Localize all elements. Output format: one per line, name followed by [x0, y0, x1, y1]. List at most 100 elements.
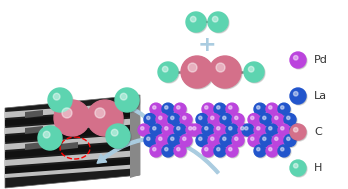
Circle shape [240, 127, 244, 130]
Circle shape [174, 145, 186, 157]
Circle shape [165, 127, 168, 130]
Circle shape [144, 114, 156, 125]
Circle shape [220, 114, 232, 125]
Circle shape [215, 125, 227, 137]
Circle shape [183, 137, 186, 140]
Circle shape [186, 124, 198, 136]
Circle shape [54, 100, 90, 136]
Circle shape [291, 89, 307, 105]
Circle shape [190, 16, 196, 22]
Circle shape [208, 114, 220, 125]
Polygon shape [5, 150, 140, 166]
Circle shape [145, 136, 157, 147]
Circle shape [158, 62, 178, 82]
Circle shape [153, 127, 156, 130]
Circle shape [197, 136, 209, 147]
Circle shape [221, 115, 233, 127]
Circle shape [150, 124, 162, 136]
Circle shape [290, 88, 306, 104]
Circle shape [175, 146, 187, 158]
Circle shape [180, 114, 192, 125]
Polygon shape [60, 110, 78, 118]
Circle shape [248, 114, 260, 125]
Circle shape [189, 127, 192, 130]
Circle shape [275, 137, 278, 140]
Circle shape [214, 145, 226, 157]
Polygon shape [5, 110, 140, 126]
Circle shape [272, 114, 284, 125]
Circle shape [263, 116, 266, 120]
Circle shape [39, 127, 63, 151]
Circle shape [202, 124, 214, 136]
Circle shape [141, 127, 144, 130]
Circle shape [116, 89, 140, 113]
Circle shape [188, 63, 197, 72]
Text: Pd: Pd [314, 55, 328, 65]
Circle shape [242, 124, 254, 136]
Circle shape [53, 93, 60, 100]
Circle shape [153, 148, 156, 151]
Circle shape [165, 148, 168, 151]
Circle shape [280, 148, 284, 151]
Circle shape [139, 125, 151, 137]
Circle shape [202, 145, 214, 157]
Circle shape [169, 115, 181, 127]
Circle shape [212, 16, 218, 22]
Circle shape [88, 101, 124, 137]
Circle shape [162, 145, 174, 157]
Circle shape [248, 66, 254, 72]
Polygon shape [5, 102, 140, 118]
Circle shape [199, 116, 202, 120]
Circle shape [280, 127, 284, 130]
Polygon shape [25, 142, 43, 150]
Circle shape [244, 62, 264, 82]
Circle shape [285, 136, 297, 147]
Circle shape [266, 145, 278, 157]
Circle shape [159, 116, 162, 120]
Circle shape [203, 125, 215, 137]
Circle shape [238, 124, 250, 136]
Circle shape [210, 57, 242, 89]
Circle shape [163, 146, 175, 158]
Circle shape [233, 136, 245, 147]
Circle shape [293, 127, 296, 130]
Circle shape [263, 137, 266, 140]
Circle shape [256, 106, 260, 109]
Circle shape [291, 125, 307, 141]
Circle shape [217, 106, 220, 109]
Circle shape [293, 91, 298, 96]
Circle shape [261, 136, 273, 147]
Circle shape [209, 136, 221, 147]
Circle shape [203, 104, 215, 116]
Circle shape [144, 134, 156, 146]
Circle shape [95, 108, 105, 118]
Circle shape [150, 145, 162, 157]
Circle shape [269, 127, 272, 130]
Circle shape [291, 125, 303, 137]
Circle shape [232, 114, 244, 125]
Circle shape [229, 148, 232, 151]
Circle shape [226, 124, 238, 136]
Circle shape [214, 103, 226, 115]
Circle shape [159, 137, 162, 140]
Circle shape [205, 148, 208, 151]
Circle shape [202, 103, 214, 115]
Circle shape [181, 115, 193, 127]
Circle shape [168, 114, 180, 125]
Circle shape [181, 56, 213, 88]
Circle shape [199, 137, 202, 140]
Circle shape [266, 103, 278, 115]
Circle shape [115, 88, 139, 112]
Circle shape [187, 13, 207, 33]
Circle shape [279, 104, 291, 116]
Circle shape [290, 160, 306, 176]
Circle shape [249, 115, 261, 127]
Circle shape [215, 146, 227, 158]
Circle shape [254, 103, 266, 115]
Circle shape [261, 115, 273, 127]
Text: H: H [314, 163, 322, 173]
Circle shape [208, 12, 228, 32]
Circle shape [205, 127, 208, 130]
Circle shape [138, 124, 150, 136]
Circle shape [251, 137, 254, 140]
